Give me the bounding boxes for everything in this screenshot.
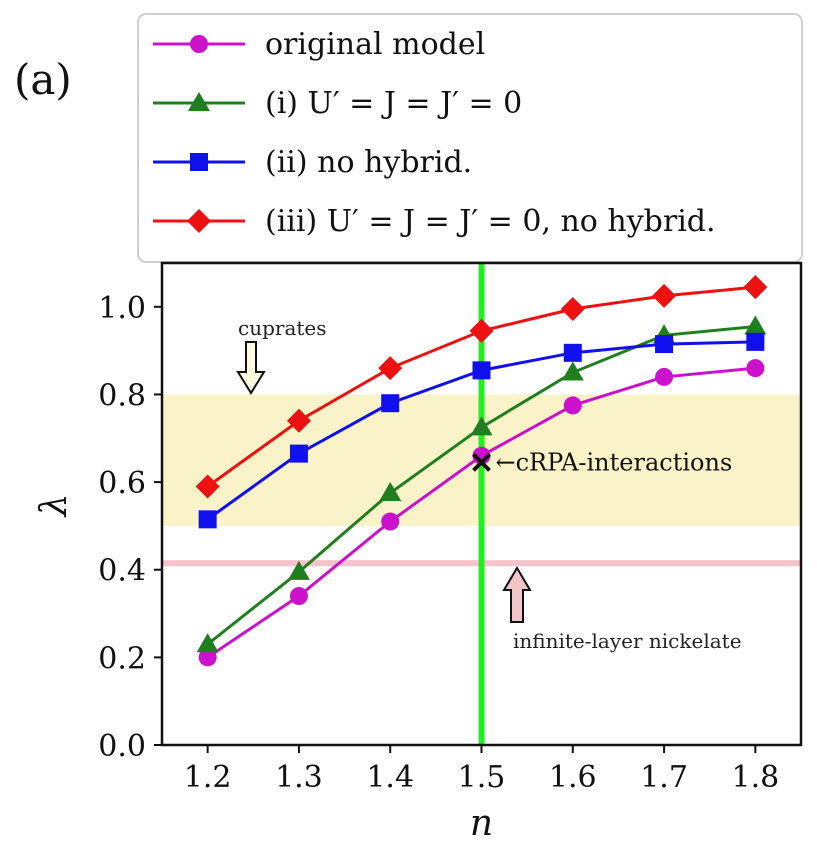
point-triangle-1-1 (287, 560, 310, 580)
point-circle-0-4 (563, 396, 582, 415)
cuprates-arrow-icon (236, 341, 266, 395)
point-triangle-1-0 (196, 633, 219, 653)
legend-label-i: (i) U′ = J = J′ = 0 (265, 86, 522, 121)
point-diamond-3-6 (743, 275, 768, 300)
point-circle-0-1 (289, 587, 308, 606)
y-tick-label: 0.4 (98, 554, 146, 589)
legend-marker-triangle (188, 92, 210, 111)
nickelate-label: infinite-layer nickelate (513, 629, 742, 653)
point-diamond-3-3 (469, 318, 494, 343)
point-triangle-1-2 (379, 482, 402, 502)
x-tick-label: 1.4 (366, 760, 414, 795)
crpa-marker (472, 452, 491, 472)
nickelate-arrow-icon (502, 566, 532, 623)
x-tick-label: 1.6 (549, 760, 597, 795)
point-triangle-1-6 (744, 315, 767, 335)
y-tick-label: 1.0 (98, 291, 146, 326)
point-diamond-3-4 (560, 297, 585, 322)
point-triangle-1-3 (470, 416, 493, 436)
point-circle-0-6 (746, 359, 765, 378)
y-tick-label: 0.6 (98, 466, 146, 501)
point-diamond-3-5 (652, 283, 677, 308)
point-square-2-6 (746, 332, 765, 351)
x-tick-label: 1.3 (275, 760, 323, 795)
y-axis-label: λ (34, 494, 75, 519)
x-tick-label: 1.7 (640, 760, 688, 795)
legend-label-original: original model (265, 27, 485, 62)
point-circle-0-2 (381, 512, 400, 531)
x-tick-label: 1.8 (731, 760, 779, 795)
legend-label-iii: (iii) U′ = J = J′ = 0, no hybrid. (265, 204, 716, 239)
point-square-2-3 (472, 361, 491, 380)
panel-label: (a) (14, 55, 72, 104)
point-triangle-1-4 (561, 361, 584, 381)
point-diamond-3-1 (286, 408, 311, 433)
legend-marker-diamond (187, 209, 211, 233)
x-tick-label: 1.2 (184, 760, 232, 795)
legend-item-ii: (ii) no hybrid. (153, 145, 472, 180)
legend-label-ii: (ii) no hybrid. (265, 145, 472, 180)
x-axis-label: n (470, 803, 493, 844)
crpa-label: ←cRPA-interactions (496, 448, 733, 476)
cuprates-label: cuprates (238, 316, 327, 340)
point-diamond-3-2 (378, 356, 403, 381)
legend: original model (i) U′ = J = J′ = 0 (ii) … (137, 13, 803, 263)
point-square-2-5 (655, 335, 674, 354)
y-tick-label: 0.8 (98, 378, 146, 413)
point-square-2-2 (381, 394, 400, 413)
legend-item-i: (i) U′ = J = J′ = 0 (153, 86, 522, 121)
y-tick-label: 0.0 (98, 729, 146, 764)
legend-marker-square (190, 153, 208, 171)
point-square-2-1 (289, 444, 308, 463)
legend-item-iii: (iii) U′ = J = J′ = 0, no hybrid. (153, 204, 716, 239)
point-square-2-4 (563, 343, 582, 362)
point-circle-0-0 (198, 648, 217, 667)
legend-item-original: original model (153, 27, 485, 62)
point-square-2-0 (198, 510, 217, 529)
point-circle-0-5 (655, 367, 674, 386)
y-tick-label: 0.2 (98, 641, 146, 676)
x-tick-label: 1.5 (458, 760, 506, 795)
legend-marker-circle (190, 35, 208, 53)
point-diamond-3-0 (195, 474, 220, 499)
